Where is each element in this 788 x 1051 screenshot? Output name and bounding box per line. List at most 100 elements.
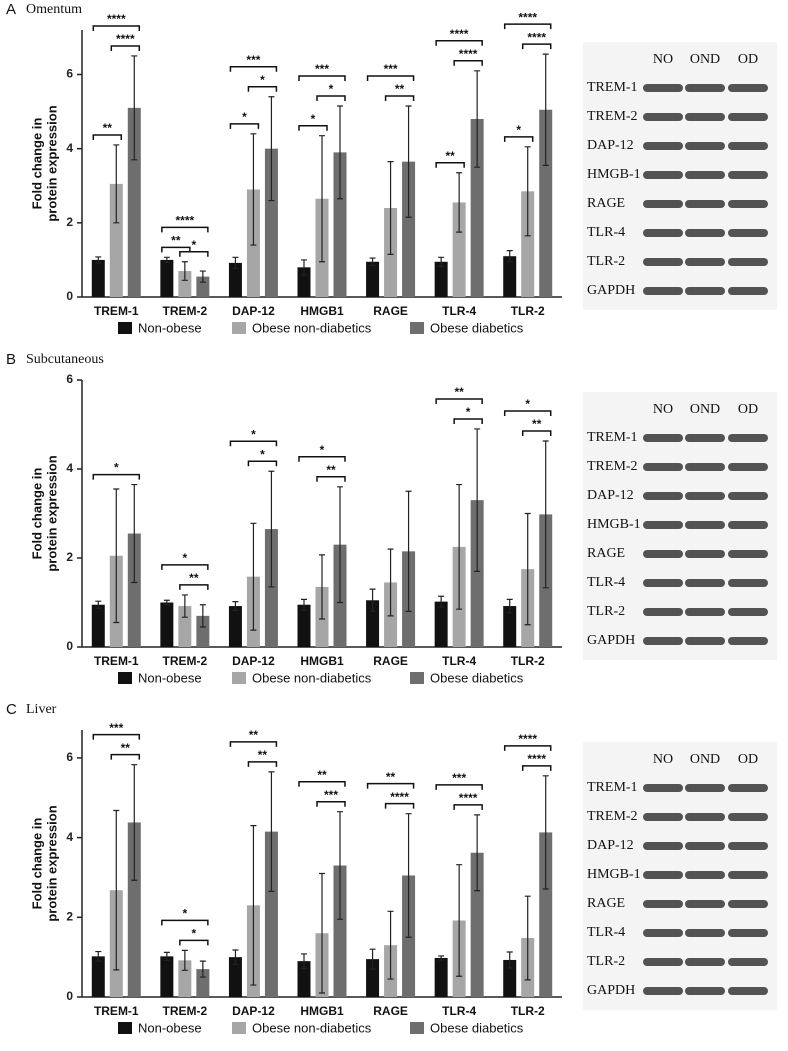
error-bar bbox=[319, 554, 325, 620]
lane-label: NO bbox=[653, 402, 673, 417]
lane-label: NO bbox=[653, 52, 673, 67]
error-bar bbox=[474, 70, 481, 168]
x-tick-label: TREM-1 bbox=[94, 1004, 139, 1018]
blot-band bbox=[685, 229, 725, 237]
bar bbox=[434, 957, 448, 997]
bar bbox=[297, 961, 311, 997]
error-bar bbox=[438, 955, 445, 961]
significance-bracket bbox=[435, 40, 483, 46]
blot-band bbox=[643, 579, 683, 587]
error-bar bbox=[474, 428, 481, 572]
protein-label: GAPDH bbox=[587, 283, 635, 298]
error-bar bbox=[542, 53, 549, 166]
x-tick-label: HMGB1 bbox=[300, 654, 344, 668]
significance-label: ** bbox=[386, 770, 396, 784]
significance-label: ** bbox=[317, 768, 327, 782]
blot-band bbox=[685, 608, 725, 616]
bar bbox=[366, 959, 380, 997]
blot-band bbox=[728, 142, 768, 150]
y-tick-label: 2 bbox=[66, 215, 73, 229]
legend-swatch bbox=[118, 322, 132, 334]
significance-label: * bbox=[183, 907, 188, 921]
error-bar bbox=[268, 96, 275, 202]
significance-label: ** bbox=[454, 385, 464, 399]
error-bar bbox=[524, 512, 531, 626]
bar bbox=[91, 956, 105, 997]
protein-label: HMGB-1 bbox=[587, 867, 641, 882]
legend-label: Non-obese bbox=[138, 320, 202, 335]
error-bar bbox=[95, 600, 102, 609]
significance-bracket bbox=[384, 95, 415, 102]
bar bbox=[297, 267, 311, 297]
significance-bracket bbox=[521, 430, 552, 436]
significance-bracket bbox=[229, 440, 278, 447]
error-bar bbox=[250, 522, 257, 631]
blot-band bbox=[685, 463, 725, 471]
bar bbox=[434, 601, 448, 647]
y-tick-label: 2 bbox=[66, 909, 73, 923]
blot-band bbox=[728, 784, 768, 792]
blot-band bbox=[728, 958, 768, 966]
blot-band bbox=[685, 287, 725, 295]
protein-label: TLR-4 bbox=[587, 575, 625, 590]
significance-label: * bbox=[525, 397, 530, 411]
blot-band bbox=[643, 171, 683, 179]
error-bar bbox=[474, 814, 481, 892]
significance-bracket bbox=[316, 800, 346, 807]
significance-label: * bbox=[466, 405, 471, 419]
error-bar bbox=[405, 490, 412, 612]
bar bbox=[228, 262, 242, 297]
significance-label: ** bbox=[171, 233, 181, 247]
x-tick-label: TLR-4 bbox=[442, 1004, 476, 1018]
significance-label: * bbox=[192, 238, 197, 252]
blot-band bbox=[728, 637, 768, 645]
error-bar bbox=[405, 813, 412, 938]
bar bbox=[109, 183, 123, 297]
error-bar bbox=[337, 486, 343, 604]
significance-bracket bbox=[453, 60, 483, 66]
legend-swatch bbox=[410, 1022, 424, 1034]
blot-band bbox=[728, 579, 768, 587]
x-tick-label: TLR-2 bbox=[511, 304, 545, 318]
legend-label: Non-obese bbox=[138, 1020, 202, 1035]
y-axis-label: Fold change in bbox=[29, 118, 44, 210]
blot-band bbox=[643, 784, 683, 792]
significance-bracket bbox=[92, 733, 141, 740]
significance-label: *** bbox=[324, 788, 338, 802]
significance-label: **** bbox=[518, 10, 537, 24]
significance-label: **** bbox=[176, 213, 195, 227]
bar bbox=[366, 600, 380, 647]
blot-band bbox=[685, 987, 725, 995]
protein-label: RAGE bbox=[587, 196, 625, 211]
significance-label: **** bbox=[518, 732, 537, 746]
blot-band bbox=[685, 813, 725, 821]
bar bbox=[264, 529, 278, 647]
significance-bracket bbox=[161, 919, 209, 926]
x-tick-label: TLR-4 bbox=[442, 304, 476, 318]
error-bar bbox=[369, 588, 376, 612]
significance-label: ** bbox=[395, 82, 405, 96]
blot-band bbox=[643, 900, 683, 908]
x-tick-label: TREM-2 bbox=[163, 1004, 208, 1018]
significance-bracket bbox=[298, 124, 328, 131]
significance-bracket bbox=[298, 780, 346, 787]
bar bbox=[333, 152, 347, 297]
blot-band bbox=[685, 842, 725, 850]
error-bar bbox=[369, 257, 376, 267]
legend-swatch bbox=[118, 1022, 132, 1034]
significance-label: ** bbox=[121, 741, 131, 755]
bar bbox=[91, 604, 105, 647]
protein-label: TLR-4 bbox=[587, 225, 625, 240]
blot-band bbox=[643, 637, 683, 645]
significance-bracket bbox=[179, 939, 209, 946]
blot-band bbox=[643, 492, 683, 500]
bar bbox=[127, 107, 141, 297]
legend-swatch bbox=[232, 1022, 246, 1034]
significance-label: * bbox=[183, 551, 188, 565]
x-tick-label: TREM-2 bbox=[163, 304, 208, 318]
blot-band bbox=[728, 871, 768, 879]
blot-band bbox=[728, 521, 768, 529]
significance-bracket bbox=[384, 802, 415, 809]
blot-band bbox=[643, 608, 683, 616]
significance-bracket bbox=[366, 75, 415, 82]
